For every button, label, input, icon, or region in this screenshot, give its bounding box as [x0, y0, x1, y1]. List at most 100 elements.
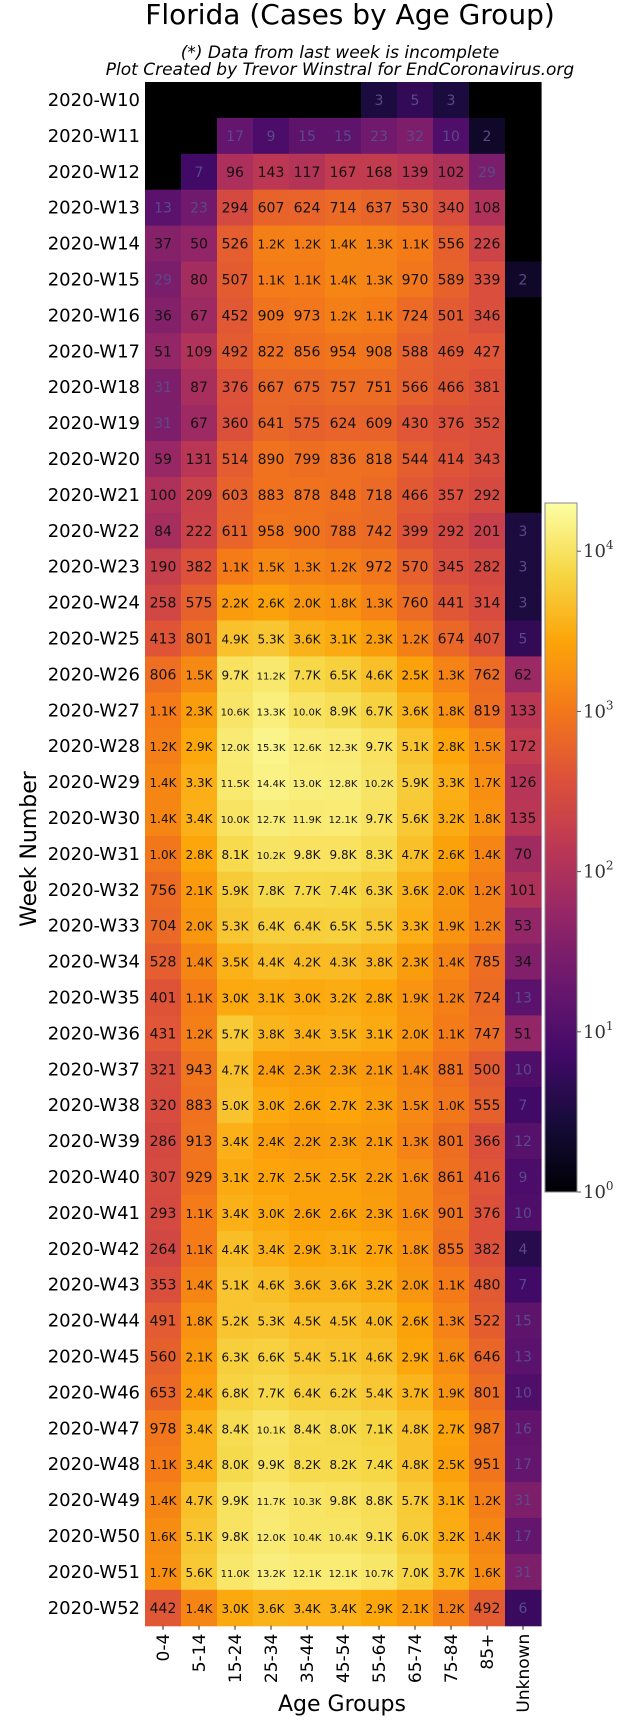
heatmap-cell — [469, 764, 506, 801]
heatmap-cell — [433, 620, 470, 657]
cell-value-label: 131 — [186, 452, 213, 468]
cell-value-label: 675 — [294, 380, 321, 396]
cell-value-label: 67 — [190, 416, 208, 432]
heatmap-cell — [505, 225, 542, 263]
cell-value-label: 466 — [438, 380, 465, 396]
cell-value-label: 848 — [330, 488, 357, 504]
cell-value-label: 4.4K — [258, 956, 286, 970]
y-tick-label: 2020-W41 — [48, 1203, 140, 1224]
cell-value-label: 37 — [154, 237, 172, 253]
cell-value-label: 2.1K — [402, 1602, 430, 1616]
heatmap-cell — [145, 1446, 182, 1483]
heatmap-cell — [397, 871, 434, 909]
heatmap-cell — [289, 1194, 326, 1232]
heatmap-cell — [361, 907, 398, 945]
cell-value-label: 5.3K — [258, 1315, 286, 1329]
heatmap-cell — [217, 512, 254, 550]
heatmap-cell — [433, 979, 470, 1016]
heatmap-cell — [145, 907, 182, 945]
heatmap-cell — [253, 117, 290, 155]
y-tick-label: 2020-W43 — [48, 1275, 140, 1296]
y-tick-label: 2020-W37 — [48, 1059, 140, 1080]
cell-value-label: 6.4K — [294, 920, 322, 934]
heatmap-cell — [253, 333, 290, 370]
cell-value-label: 292 — [474, 488, 501, 504]
heatmap-cell — [361, 1518, 398, 1555]
cell-value-label: 5.4K — [366, 1386, 394, 1400]
cell-value-label: 1.1K — [366, 309, 394, 323]
heatmap-cell — [397, 1266, 434, 1304]
cell-value-label: 9 — [267, 129, 276, 145]
cell-value-label: 3 — [519, 524, 528, 540]
heatmap-cell — [433, 153, 470, 191]
heatmap-cell — [289, 297, 326, 334]
cell-value-label: 822 — [258, 344, 285, 360]
heatmap-cell — [433, 1482, 470, 1519]
cell-value-label: 1.4K — [186, 956, 214, 970]
cell-value-label: 339 — [474, 272, 501, 288]
heatmap-cell — [433, 333, 470, 370]
heatmap-cell — [469, 225, 506, 263]
heatmap-cell — [325, 369, 362, 406]
heatmap-cell — [145, 1159, 182, 1196]
heatmap-cell — [181, 82, 218, 119]
cell-value-label: 3 — [519, 596, 528, 612]
cell-value-label: 7 — [519, 1278, 528, 1294]
cell-value-label: 1.3K — [366, 273, 394, 287]
heatmap-cell — [433, 1338, 470, 1375]
heatmap-cell — [253, 1410, 290, 1447]
cell-value-label: 12.1K — [329, 1569, 358, 1580]
heatmap-cell — [469, 1159, 506, 1196]
cell-value-label: 5 — [411, 93, 420, 109]
heatmap-cells: 3 5 317 9 15 15 23 32 10 27 96 143 117 167 168 139 102 29… — [145, 82, 542, 1627]
cell-value-label: 8.4K — [222, 1422, 250, 1436]
cell-value-label: 7.7K — [294, 884, 322, 898]
cell-value-label: 307 — [150, 1170, 177, 1186]
cell-value-label: 714 — [330, 201, 357, 217]
cell-value-label: 972 — [366, 560, 393, 576]
cell-value-label: 16 — [514, 1421, 532, 1437]
cell-value-label: 2.6K — [330, 1207, 358, 1221]
heatmap-cell — [505, 476, 542, 514]
cell-value-label: 603 — [222, 488, 249, 504]
cell-value-label: 10 — [514, 1062, 532, 1078]
heatmap-cell — [361, 943, 398, 981]
heatmap-cell — [289, 871, 326, 909]
cell-value-label: 747 — [474, 1026, 501, 1042]
cell-value-label: 168 — [366, 165, 393, 181]
heatmap-cell — [289, 1123, 326, 1160]
heatmap-cell — [505, 656, 542, 693]
cell-value-label: 6.3K — [222, 1350, 250, 1364]
cell-value-label: 560 — [150, 1349, 177, 1365]
y-tick-label: 2020-W28 — [48, 736, 140, 757]
cell-value-label: 2.5K — [438, 1458, 466, 1472]
heatmap-cell — [181, 189, 218, 227]
cell-value-label: 3.4K — [330, 1602, 358, 1616]
cell-value-label: 5.3K — [258, 632, 286, 646]
heatmap-cell — [181, 1194, 218, 1232]
heatmap-cell — [433, 656, 470, 693]
cell-value-label: 724 — [474, 990, 501, 1006]
cell-value-label: 6.7K — [366, 704, 394, 718]
cell-value-label: 87 — [190, 380, 208, 396]
cell-value-label: 442 — [150, 1601, 177, 1617]
heatmap-cell — [289, 1446, 326, 1483]
heatmap-cell — [361, 692, 398, 729]
heatmap-cell — [397, 620, 434, 657]
heatmap-cell — [253, 153, 290, 191]
heatmap-cell — [325, 1589, 362, 1627]
cell-value-label: 10.0K — [293, 707, 322, 718]
heatmap-cell — [361, 1410, 398, 1447]
heatmap-cell — [181, 225, 218, 263]
heatmap-cell — [253, 405, 290, 442]
cell-value-label: 2.6K — [294, 1207, 322, 1221]
x-tick-label: 25-34 — [262, 1634, 282, 1683]
heatmap-cell — [289, 835, 326, 873]
cell-value-label: 12.1K — [293, 1569, 322, 1580]
cell-value-label: 1.9K — [438, 920, 466, 934]
heatmap-cell — [145, 1589, 182, 1627]
cell-value-label: 6.4K — [258, 920, 286, 934]
cell-value-label: 3.6K — [402, 884, 430, 898]
heatmap-cell — [325, 405, 362, 442]
heatmap-cell — [289, 584, 326, 622]
